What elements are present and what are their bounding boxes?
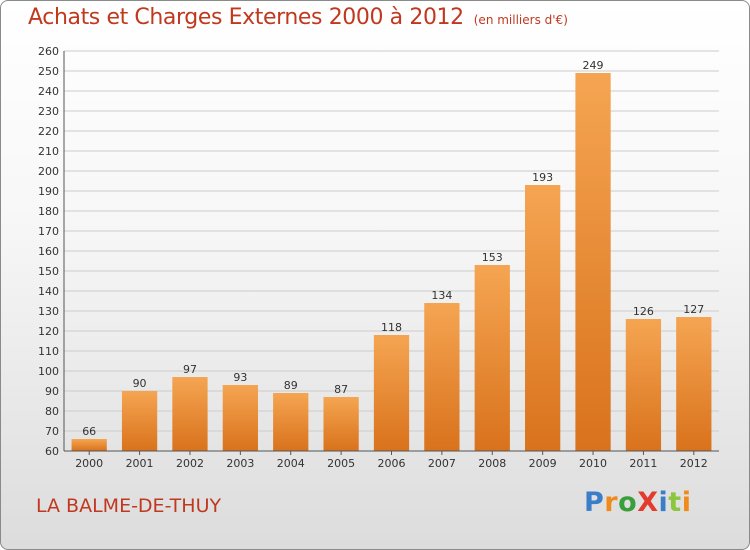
bar (273, 393, 309, 451)
bar (323, 397, 359, 451)
logo-letter: i (681, 487, 692, 518)
y-tick-label: 220 (38, 125, 59, 138)
chart-unit: (en milliers d'€) (473, 13, 568, 27)
data-label: 193 (532, 171, 553, 184)
x-tick-label: 2011 (629, 457, 657, 470)
x-tick-label: 2003 (226, 457, 254, 470)
bar (121, 391, 158, 451)
bar (676, 317, 712, 451)
bars (71, 73, 712, 451)
chart-title: Achats et Charges Externes 2000 à 2012 (e… (28, 5, 568, 30)
data-label: 87 (334, 383, 348, 396)
x-tick-label: 2002 (176, 457, 204, 470)
data-label: 249 (583, 59, 604, 72)
data-label: 89 (284, 379, 298, 392)
y-tick-label: 70 (45, 425, 59, 438)
bar (474, 265, 510, 451)
y-tick-label: 160 (38, 245, 59, 258)
y-tick-label: 120 (38, 325, 59, 338)
logo-letter: X (637, 487, 659, 518)
data-label: 97 (183, 363, 197, 376)
y-tick-label: 190 (38, 185, 59, 198)
bar (222, 385, 258, 451)
y-tick-label: 60 (45, 445, 59, 458)
data-label: 90 (133, 377, 147, 390)
x-tick-label: 2001 (126, 457, 154, 470)
data-labels: 66 90 97 93 89 87 118 134 153 193 249 126 127 (82, 59, 704, 438)
data-label: 134 (431, 289, 452, 302)
data-label: 127 (683, 303, 704, 316)
y-tick-label: 210 (38, 145, 59, 158)
bar (575, 73, 611, 451)
logo-letter: t (668, 487, 682, 518)
bar (172, 377, 208, 451)
data-label: 93 (233, 371, 247, 384)
bar (71, 439, 107, 451)
y-tick-label: 240 (38, 85, 59, 98)
bar (373, 335, 410, 451)
y-tick-label: 200 (38, 165, 59, 178)
commune-name: LA BALME-DE-THUY (36, 495, 222, 517)
bar (625, 319, 662, 451)
y-tick-label: 140 (38, 285, 59, 298)
x-tick-label: 2000 (75, 457, 103, 470)
y-tick-label: 230 (38, 105, 59, 118)
x-tick-label: 2006 (378, 457, 406, 470)
x-tick-label: 2007 (428, 457, 456, 470)
data-label: 153 (482, 251, 503, 264)
x-tick-label: 2012 (680, 457, 708, 470)
logo-letter: r (604, 487, 619, 518)
y-tick-label: 130 (38, 305, 59, 318)
y-tick-label: 80 (45, 405, 59, 418)
y-tick-label: 110 (38, 345, 59, 358)
logo-letter: P (584, 487, 605, 518)
y-tick-label: 180 (38, 205, 59, 218)
bar (424, 303, 460, 451)
logo-letter: o (618, 487, 638, 518)
data-label: 126 (633, 305, 654, 318)
y-tick-label: 90 (45, 385, 59, 398)
data-label: 118 (381, 321, 402, 334)
y-tick-label: 150 (38, 265, 59, 278)
data-label: 66 (82, 425, 96, 438)
axes: 60 70 80 90 100 110 120 130 140 150 160 170 180 190 20… (38, 45, 719, 470)
proxiti-logo: ProXiti (584, 487, 691, 518)
x-tick-label: 2010 (579, 457, 607, 470)
bar (525, 185, 561, 451)
x-tick-label: 2005 (327, 457, 355, 470)
chart-title-text: Achats et Charges Externes 2000 à 2012 (28, 5, 464, 30)
y-tick-label: 100 (38, 365, 59, 378)
x-tick-label: 2009 (529, 457, 557, 470)
y-tick-label: 250 (38, 65, 59, 78)
x-tick-label: 2004 (277, 457, 305, 470)
logo-letter: i (658, 487, 669, 518)
y-tick-label: 170 (38, 225, 59, 238)
y-tick-label: 260 (38, 45, 59, 58)
x-tick-label: 2008 (478, 457, 506, 470)
